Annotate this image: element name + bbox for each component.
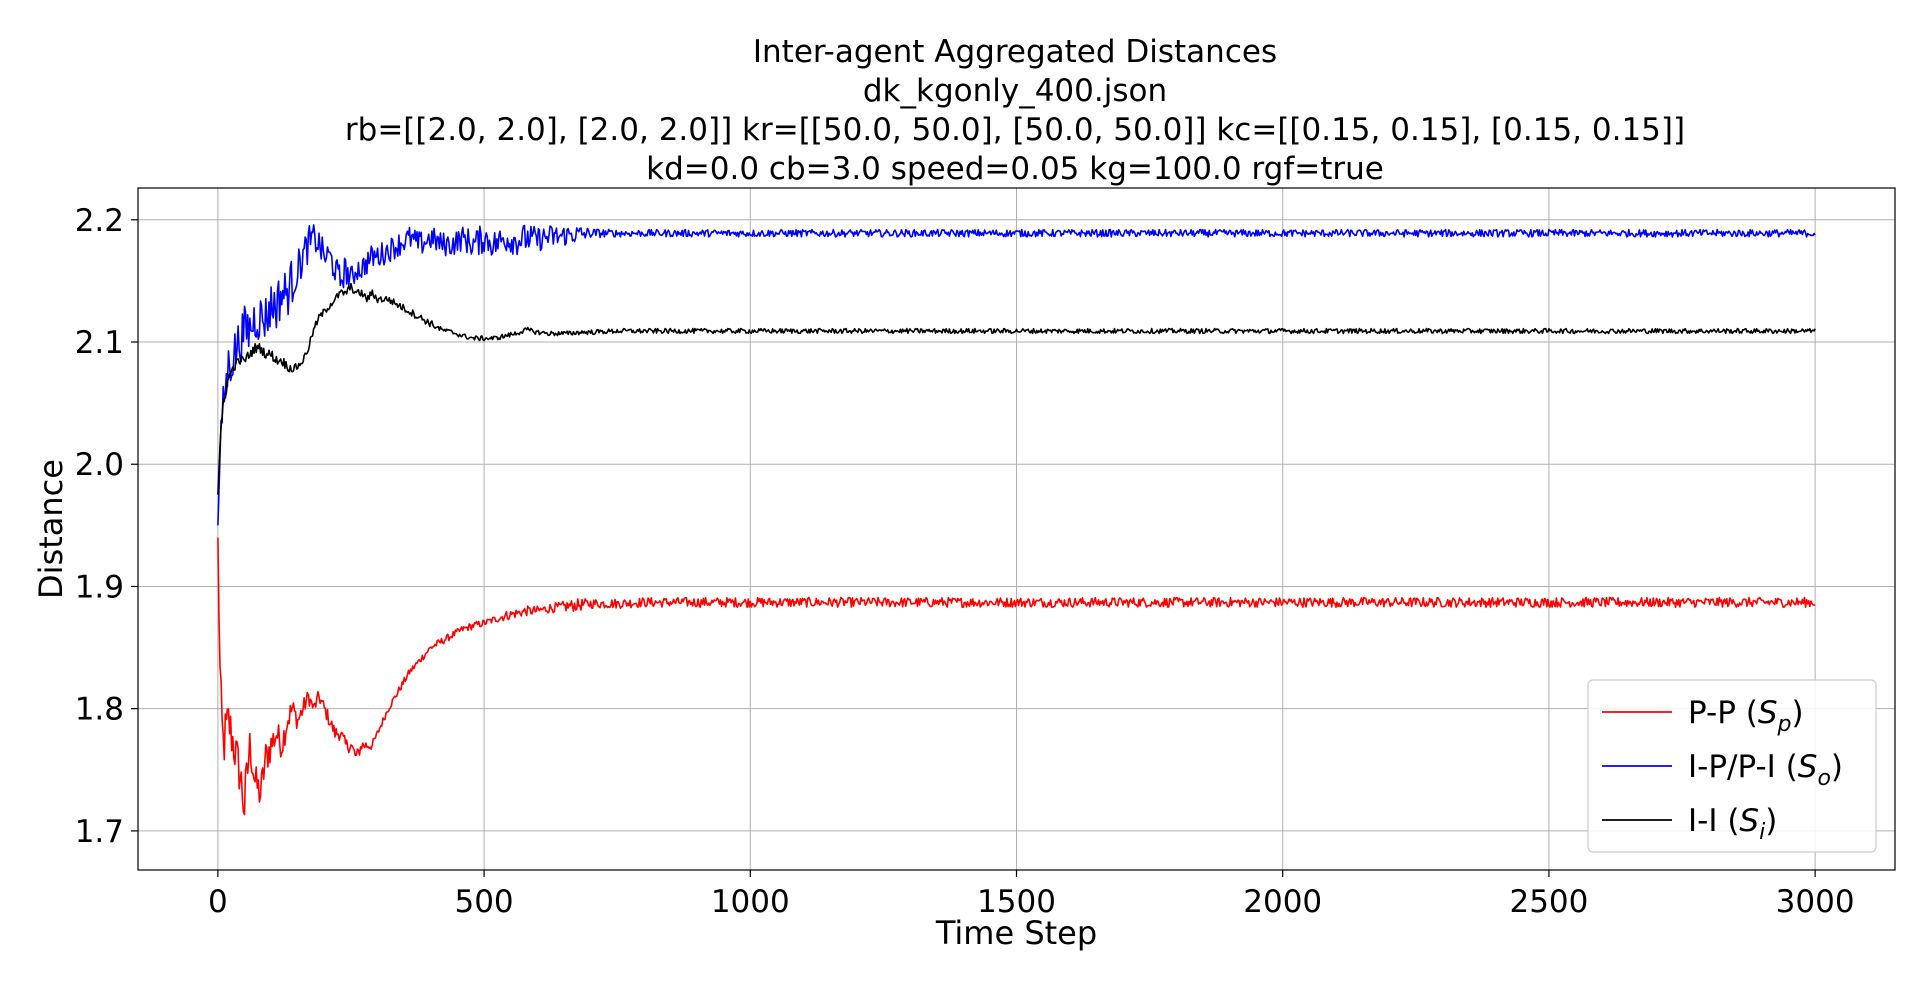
legend-label-text: P-P (: [1688, 695, 1758, 731]
x-tick-label: 2500: [1509, 884, 1588, 920]
legend-label-subscript: o: [1817, 766, 1830, 791]
legend-label-text: I-I (: [1688, 803, 1739, 839]
x-tick-label: 500: [454, 884, 513, 920]
y-tick-label: 1.8: [75, 692, 124, 728]
legend-label-close: ): [1792, 695, 1804, 731]
title-line: Inter-agent Aggregated Distances: [753, 34, 1277, 70]
legend-label-symbol: S: [1758, 695, 1778, 731]
title-line: rb=[[2.0, 2.0], [2.0, 2.0]] kr=[[50.0, 5…: [345, 112, 1685, 148]
legend-box: [1587, 679, 1877, 853]
series-line: [217, 537, 1816, 816]
legend-label-symbol: S: [1739, 803, 1759, 839]
x-tick-label: 3000: [1776, 884, 1855, 920]
legend-label-close: ): [1831, 749, 1843, 785]
x-axis-ticks: 0 500 1000 1500 2000 2500 3000: [208, 870, 1855, 920]
y-tick-label: 1.7: [75, 814, 124, 850]
title-line: kd=0.0 cb=3.0 speed=0.05 kg=100.0 rgf=tr…: [646, 151, 1384, 187]
title-line: dk_kgonly_400.json: [863, 73, 1167, 109]
x-tick-label: 1000: [711, 884, 790, 920]
y-tick-label: 2.2: [75, 203, 124, 239]
legend-label: I-P/P-I (So): [1688, 749, 1843, 791]
x-axis-label: Time Step: [935, 914, 1097, 952]
legend-label: P-P (Sp): [1688, 695, 1804, 737]
series-lines: [217, 224, 1816, 816]
chart-title: Inter-agent Aggregated Distancesdk_kgonl…: [345, 34, 1685, 187]
y-axis-ticks: 1.7 1.8 1.9 2.0 2.1 2.2: [75, 203, 138, 850]
x-tick-label: 0: [208, 884, 228, 920]
x-tick-label: 2000: [1243, 884, 1322, 920]
legend-label-text: I-P/P-I (: [1688, 749, 1798, 785]
legend-label-close: ): [1765, 803, 1777, 839]
y-tick-label: 2.1: [75, 325, 124, 361]
y-tick-label: 1.9: [75, 569, 124, 605]
series-line: [217, 282, 1816, 495]
legend-label-subscript: i: [1759, 820, 1765, 845]
legend-label: I-I (Si): [1688, 803, 1777, 845]
grid-lines: [138, 188, 1895, 870]
y-tick-label: 2.0: [75, 447, 124, 483]
legend-label-symbol: S: [1798, 749, 1818, 785]
legend: P-P (Sp)I-P/P-I (So)I-I (Si): [1587, 679, 1877, 853]
y-axis-label: Distance: [32, 459, 70, 599]
series-line: [217, 224, 1816, 526]
legend-label-subscript: p: [1777, 712, 1792, 737]
x-tick-label: 1500: [977, 884, 1056, 920]
